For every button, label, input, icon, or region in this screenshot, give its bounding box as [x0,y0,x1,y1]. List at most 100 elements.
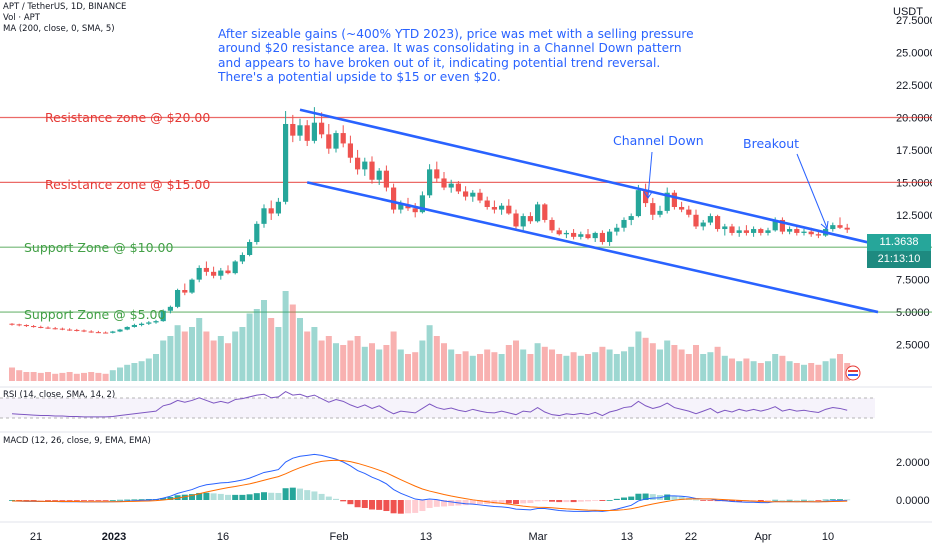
macd-histogram-bar [498,500,505,504]
macd-histogram-bar [462,500,469,506]
candle-body [571,232,577,237]
macd-histogram-bar [563,500,570,503]
candle-body [131,325,137,327]
candle-body [693,214,699,227]
volume-bar [117,367,123,381]
macd-histogram-bar [829,499,836,501]
volume-bar [628,346,635,381]
candle-body [160,310,166,322]
candle-body [527,216,533,222]
candle-body [52,328,58,330]
macd-histogram-bar [621,497,627,500]
volume-bar [815,364,822,381]
volume-bar [491,352,498,381]
support-5-label: Support Zone @ $5.00 [24,307,166,322]
resistance-20-label: Resistance zone @ $20.00 [45,110,211,125]
macd-indicator-label[interactable]: MACD (12, 26, close, 9, EMA, EMA) [3,436,151,446]
macd-histogram-bar [189,494,195,500]
volume-bar [556,354,563,381]
volume-bar [66,372,73,381]
volume-bar [426,325,433,381]
price-tick-label: 22.5000 [896,80,932,92]
macd-histogram-bar [369,500,375,510]
symbol-title[interactable]: APT / TetherUS, 1D, BINANCE [3,2,127,12]
macd-histogram-bar [649,494,656,500]
volume-bar [736,361,743,381]
volume-bar [477,354,483,381]
volume-bar [145,358,152,381]
support-10-label: Support Zone @ $10.00 [24,240,174,255]
volume-bar [693,345,699,381]
volume-bar [138,361,145,381]
candle-body [419,195,425,213]
macd-histogram-bar [613,498,620,500]
volume-bar [592,352,599,381]
price-tick-label: 15.0000 [896,177,932,189]
date-tick-label: Mar [529,531,548,543]
volume-bar [822,361,829,381]
macd-histogram-bar [81,500,87,501]
volume-bar [534,343,541,381]
channel-down-label: Channel Down [613,133,704,148]
price-tick-label: 5.0000 [896,307,930,319]
macd-histogram-bar [261,492,267,500]
volume-bar [642,337,649,381]
macd-histogram-bar [477,500,483,505]
macd-histogram-bar [599,500,606,501]
candle-body [347,143,353,158]
macd-histogram-bar [671,495,678,500]
volume-indicator-label[interactable]: Vol · APT [3,13,40,23]
macd-histogram-bar [729,500,735,502]
price-tick-label: 7.5000 [896,275,930,287]
candle-body [751,229,757,233]
macd-histogram-bar [412,500,419,513]
macd-histogram-bar [9,500,15,501]
ma-indicator-label[interactable]: MA (200, close, 0, SMA, 5) [3,24,115,34]
candle-body [772,219,778,231]
channel-callout-arrowhead [643,191,653,199]
volume-bar [383,345,390,381]
candle-body [319,122,325,135]
macd-histogram-bar [786,499,793,501]
date-tick-label: 13 [420,531,432,543]
candle-body [592,232,598,239]
volume-bar [167,336,174,381]
volume-bar [225,343,231,381]
macd-histogram-bar [397,500,404,514]
macd-histogram-bar [793,500,800,501]
candle-body [484,200,490,207]
candle-body [9,323,15,325]
candle-body [607,231,613,243]
candle-body [23,325,29,327]
macd-histogram-bar [534,500,541,502]
volume-bar [505,345,512,381]
volume-bar [304,331,311,381]
volume-bar [549,349,555,381]
candle-body [59,328,65,330]
candle-body [448,183,454,188]
macd-histogram-bar [117,499,123,501]
volume-bar [462,351,469,381]
macd-histogram-bar [678,496,685,500]
date-tick-label: 21 [30,531,42,543]
macd-histogram-bar [700,500,707,501]
macd-histogram-bar [822,499,829,501]
candle-body [391,187,397,210]
volume-bar [570,352,577,381]
candle-body [146,322,152,324]
candle-body [95,332,101,334]
macd-histogram-bar [491,500,498,504]
candle-body [326,134,332,149]
volume-bar [448,349,455,381]
candle-body [45,327,51,329]
candle-body [355,157,361,170]
last-price-badge: 11.3638 [867,234,931,251]
candle-body [175,290,181,307]
macd-histogram-bar [167,496,174,500]
volume-bar [174,325,181,381]
rsi-indicator-label[interactable]: RSI (14, close, SMA, 14, 2) [3,390,115,400]
candle-body [787,229,793,232]
currency-label: USDT [893,6,923,18]
price-tick-label: 12.5000 [896,210,932,222]
